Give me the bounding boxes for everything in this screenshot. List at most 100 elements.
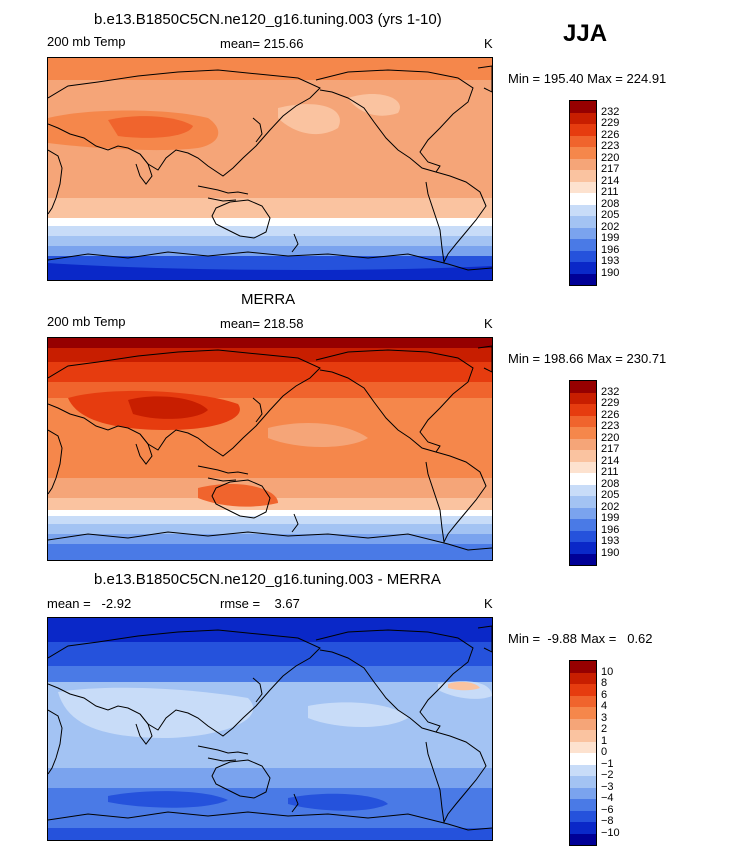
colorbar-label: 2 [601,723,608,735]
coastline [252,397,263,423]
coastline [477,625,492,653]
colorbar-swatch [570,822,596,834]
colorbar-swatch [570,507,596,519]
colorbar-swatch [570,262,596,274]
colorbar-label: 8 [601,677,608,689]
colorbar-swatch [570,553,596,565]
colorbar-label: 229 [601,397,620,409]
colorbar-swatch [570,135,596,147]
panel2-title: MERRA [241,291,296,308]
contour-band [48,246,492,256]
panel1-minmax: Min = 195.40 Max = 224.91 [508,71,667,86]
coastline [315,349,474,453]
colorbar-swatch [570,147,596,159]
colorbar-label: 205 [601,489,620,501]
colorbar-swatch [570,216,596,228]
coastline [135,433,153,465]
contour-region [278,104,340,135]
colorbar-label: 1 [601,734,608,747]
colorbar-swatch [570,124,596,136]
contour-band [48,828,492,840]
panel1-units: K [484,36,493,51]
colorbar-label: 217 [601,163,620,175]
colorbar-label: 214 [601,174,620,187]
panel1-title: b.e13.B1850C5CN.ne120_g16.tuning.003 (yr… [94,11,442,28]
colorbar-label: 196 [601,243,620,256]
colorbar-swatch [570,684,596,696]
contour-band [48,58,492,80]
colorbar-swatch [570,438,596,450]
panel2-variable: 200 mb Temp [47,314,126,329]
panel2-units: K [484,316,493,331]
contour-region [348,93,400,116]
colorbar-swatch [570,250,596,262]
contour-band [48,198,492,218]
panel3-units: K [484,596,493,611]
colorbar-swatch [570,461,596,473]
colorbar-swatch [570,473,596,485]
colorbar-swatch [570,718,596,730]
colorbar-swatch [570,170,596,182]
colorbar-swatch [570,392,596,404]
coastline [252,677,263,703]
colorbar-swatch [570,672,596,684]
colorbar-label: 211 [601,466,619,478]
contour-band [48,516,492,524]
panel3-mean: mean = -2.92 [47,596,132,611]
colorbar-label: 202 [601,220,620,233]
contour-band [48,524,492,534]
colorbar-swatch [570,787,596,799]
coastline [48,531,492,551]
panel1-mean: mean= 215.66 [220,36,304,51]
coastline [315,69,474,173]
contour-band [48,544,492,560]
panel3-minmax: Min = -9.88 Max = 0.62 [508,631,653,646]
colorbar-swatch [570,496,596,508]
contour-band [48,236,492,246]
colorbar-swatch [570,741,596,753]
colorbar-swatch [570,181,596,193]
colorbar-label: −1 [601,757,614,770]
colorbar-swatch [570,204,596,216]
colorbar-swatch [570,484,596,496]
colorbar-label: 0 [601,746,608,758]
colorbar-swatch [570,404,596,416]
coastline [211,759,271,799]
colorbar-label: 211 [601,186,619,198]
coastline [425,731,487,824]
colorbar-label: 232 [601,105,620,118]
colorbar-swatch [570,776,596,788]
coastline [252,117,263,143]
colorbar-swatch [570,764,596,776]
contour-region [128,396,208,419]
colorbar-label: 208 [601,477,620,490]
colorbar-swatch [570,833,596,845]
panel2-mean: mean= 218.58 [220,316,304,331]
coastline [135,153,153,185]
colorbar-label: 196 [601,523,620,536]
colorbar-swatch [570,519,596,531]
colorbar-label: −10 [601,826,620,839]
colorbar-label: 6 [601,688,608,701]
coastline [48,149,63,215]
colorbar-label: 214 [601,454,620,467]
colorbar-label: 202 [601,500,620,513]
coastline [207,197,237,202]
coastline [291,513,299,533]
colorbar-swatch [570,799,596,811]
panel3-map-canvas [48,618,492,840]
colorbar-swatch [570,227,596,239]
contour-region [288,793,388,811]
contour-region [48,263,492,280]
colorbar-swatch [570,753,596,765]
colorbar-swatch [570,112,596,124]
contour-region [108,116,193,138]
contour-band [48,534,492,544]
colorbar-swatch [570,273,596,285]
colorbar-label: −3 [601,780,614,793]
panel2-map [47,337,493,561]
colorbar-label: −6 [601,803,614,816]
contour-region [448,681,480,691]
contour-band [48,618,492,642]
coastline [197,745,249,755]
